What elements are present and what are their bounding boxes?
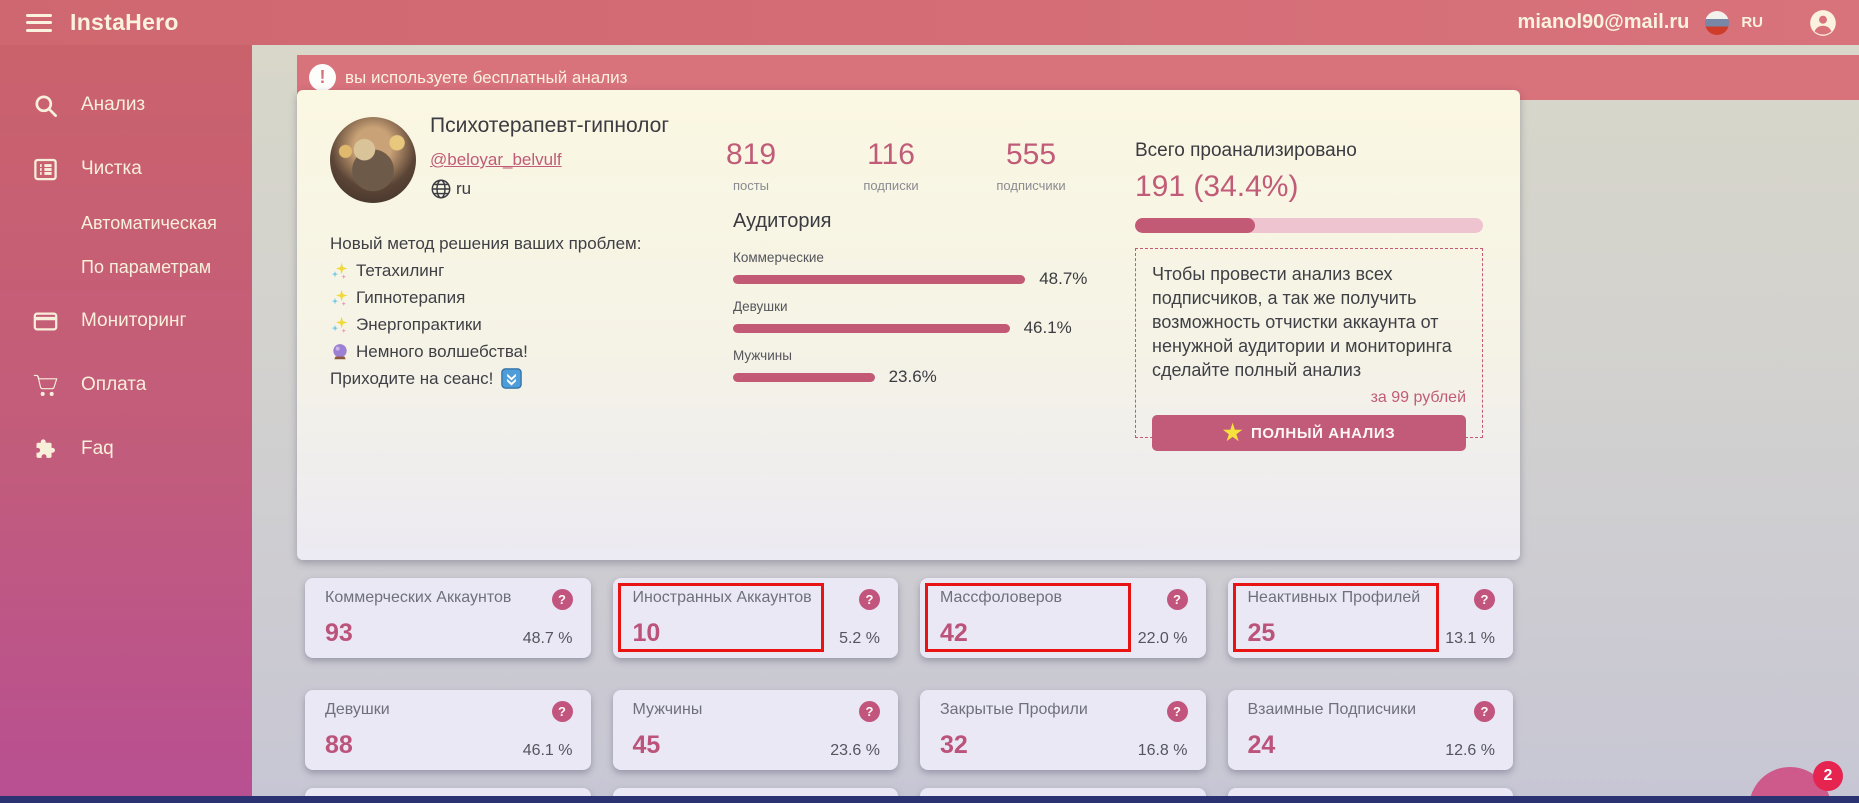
help-icon[interactable]: ?: [1166, 701, 1188, 722]
audience-bar: [733, 274, 1026, 284]
profile-card: Психотерапевт-гипнолог @beloyar_belvulf …: [297, 90, 1520, 560]
full-analysis-promo: Чтобы провести анализ всех подписчиков, …: [1135, 248, 1483, 451]
cart-icon: [32, 372, 59, 399]
following-label: подписки: [863, 178, 919, 193]
highlight-annotation: [617, 583, 824, 652]
puzzle-icon: [32, 436, 59, 463]
help-icon[interactable]: ?: [1166, 589, 1188, 610]
russia-flag-icon[interactable]: [1705, 10, 1730, 35]
sidebar-item-by-params[interactable]: По параметрам: [81, 256, 212, 277]
full-analysis-button[interactable]: ★ ПОЛНЫЙ АНАЛИЗ: [1152, 415, 1466, 451]
stat-card-foreign: Иностранных Аккаунтов ? 10 5.2 %: [612, 578, 898, 658]
help-icon[interactable]: ?: [859, 589, 880, 610]
sidebar-item-label: Faq: [81, 438, 114, 459]
profile-bio: Новый метод решения ваших проблем: Тетах…: [330, 230, 641, 392]
stat-card-commercial: Коммерческих Аккаунтов ? 93 48.7 %: [305, 578, 591, 658]
stat-card-girls: Девушки ? 88 46.1 %: [305, 690, 591, 770]
promo-price: за 99 рублей: [1370, 389, 1466, 406]
help-icon[interactable]: ?: [551, 701, 573, 722]
sidebar-nav: Анализ Чистка Автоматическая По параметр…: [0, 45, 252, 803]
followers-label: подписчики: [996, 178, 1066, 193]
app-logo[interactable]: InstaHero: [70, 9, 179, 35]
language-label[interactable]: RU: [1741, 14, 1763, 31]
globe-icon: [431, 179, 451, 199]
sidebar-item-automatic[interactable]: Автоматическая: [81, 212, 217, 233]
posts-count: 819: [725, 138, 777, 171]
promo-text: Чтобы провести анализ всех подписчиков, …: [1152, 264, 1452, 380]
double-down-arrow-emoji: [501, 368, 523, 389]
main-content: ! вы используете бесплатный анализ Психо…: [252, 45, 1859, 803]
sparkles-emoji: [331, 316, 348, 333]
sidebar-item-cleaning[interactable]: Чистка: [0, 145, 252, 193]
stat-card-mutual: Взаимные Подписчики ? 24 12.6 %: [1227, 690, 1513, 770]
sidebar-item-faq[interactable]: Faq: [0, 425, 252, 473]
stat-card-inactive: Неактивных Профилей ? 25 13.1 %: [1227, 578, 1513, 658]
profile-username-link[interactable]: @beloyar_belvulf: [430, 150, 562, 169]
help-icon[interactable]: ?: [1474, 589, 1495, 610]
stat-card-men: Мужчины ? 45 23.6 %: [612, 690, 898, 770]
stat-card-private: Закрытые Профили ? 32 16.8 %: [920, 690, 1206, 770]
hamburger-menu-icon[interactable]: [26, 13, 52, 32]
bio-intro: Новый метод решения ваших проблем:: [330, 234, 642, 253]
following-count: 116: [867, 138, 915, 171]
sidebar-item-analysis[interactable]: Анализ: [0, 81, 252, 129]
analyzed-title: Всего проанализировано: [1135, 140, 1357, 161]
search-icon: [32, 92, 59, 119]
audience-bar: [733, 323, 1010, 333]
banner-text: вы используете бесплатный анализ: [345, 67, 628, 87]
profile-stats: 819 посты 116 подписки 555 подписчики: [695, 138, 1115, 193]
sidebar-item-label: Мониторинг: [81, 310, 187, 331]
help-icon[interactable]: ?: [1474, 701, 1495, 722]
profile-site-lang: ru: [456, 179, 472, 198]
audience-title: Аудитория: [733, 210, 832, 232]
profile-name: Психотерапевт-гипнолог: [430, 114, 669, 137]
top-app-bar: InstaHero mianol90@mail.ru RU: [0, 0, 1859, 45]
help-icon[interactable]: ?: [551, 589, 573, 610]
audience-bars: Коммерческие 48.7% Девушки 46.1% Мужчины…: [733, 250, 1088, 386]
stat-card-massfollowers: Массфоловеров ? 42 22.0 %: [920, 578, 1206, 658]
help-icon[interactable]: ?: [859, 701, 880, 722]
sidebar-item-label: Анализ: [81, 94, 146, 115]
highlight-annotation: [925, 583, 1131, 652]
stat-cards-grid: Коммерческих Аккаунтов ? 93 48.7 % Иност…: [305, 578, 1513, 770]
sidebar-item-label: Оплата: [81, 374, 147, 395]
user-email[interactable]: mianol90@mail.ru: [1517, 11, 1690, 33]
sparkles-emoji: [331, 262, 348, 279]
profile-photo: [330, 117, 416, 203]
posts-label: посты: [732, 178, 770, 193]
chat-unread-badge: 2: [1813, 761, 1843, 791]
star-icon: ★: [1222, 420, 1244, 445]
sparkles-emoji: [331, 289, 348, 306]
warning-icon: !: [309, 64, 336, 91]
audience-bar: [733, 372, 875, 382]
account-icon[interactable]: [1809, 9, 1837, 37]
crystal-ball-emoji: [333, 343, 347, 359]
sidebar-item-monitoring[interactable]: Мониторинг: [0, 297, 252, 345]
analyzed-progress: [1135, 218, 1483, 233]
highlight-annotation: [1232, 583, 1439, 652]
sidebar-item-payment[interactable]: Оплата: [0, 361, 252, 409]
list-icon: [32, 156, 59, 183]
bottom-edge-strip: [0, 796, 1859, 803]
analyzed-value: 191 (34.4%): [1135, 170, 1299, 203]
analyzed-progress-fill: [1135, 218, 1255, 233]
card-icon: [32, 308, 59, 335]
followers-count: 555: [1005, 138, 1057, 171]
sidebar-item-label: Чистка: [81, 158, 142, 179]
